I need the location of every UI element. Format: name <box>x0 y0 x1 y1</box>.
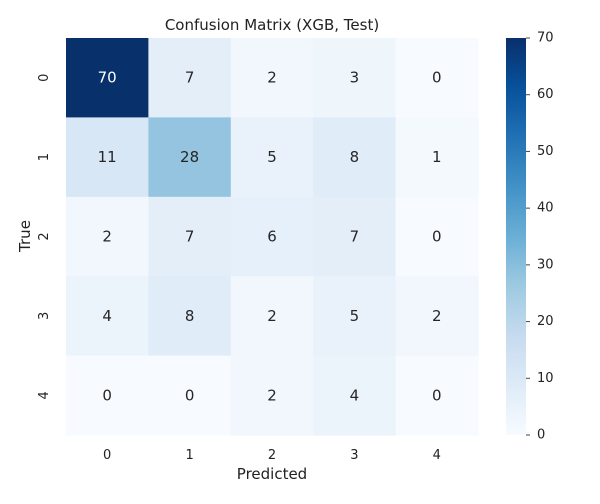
y-tick-label: 2 <box>37 232 52 240</box>
heatmap-cell <box>66 117 149 198</box>
heatmap-cell <box>148 117 232 198</box>
heatmap-cell <box>395 38 479 118</box>
heatmap-cell-label: 7 <box>185 69 195 87</box>
heatmap-cell <box>148 38 232 118</box>
heatmap-cell <box>313 38 397 118</box>
colorbar-tick-label: 0 <box>537 428 545 443</box>
heatmap-cell-label: 7 <box>350 228 360 246</box>
y-tick-label: 4 <box>37 391 52 399</box>
heatmap-cell-label: 2 <box>102 228 112 246</box>
heatmap-cell <box>66 38 149 118</box>
heatmap-cell <box>313 196 397 277</box>
heatmap-cell-label: 7 <box>185 228 195 246</box>
heatmap-cell-label: 0 <box>432 69 442 87</box>
colorbar-tick-label: 70 <box>537 31 554 46</box>
heatmap-cell <box>230 38 314 118</box>
heatmap-cell-label: 11 <box>98 148 117 166</box>
heatmap-cell <box>66 355 149 436</box>
heatmap-cell-label: 6 <box>267 228 277 246</box>
heatmap-cell <box>66 196 149 277</box>
heatmap-cell <box>66 276 149 357</box>
heatmap-cell-label: 2 <box>267 386 277 404</box>
heatmap-cell-label: 4 <box>102 307 112 325</box>
colorbar-tick-label: 30 <box>537 257 554 272</box>
colorbar-tick-label: 50 <box>537 144 554 159</box>
y-tick-label: 0 <box>37 74 52 82</box>
heatmap-cell-label: 1 <box>432 148 442 166</box>
heatmap-cell-label: 2 <box>432 307 442 325</box>
x-tick-label: 2 <box>268 448 276 463</box>
heatmap-cell <box>230 117 314 198</box>
x-tick-label: 4 <box>433 448 441 463</box>
heatmap-cell-label: 2 <box>267 307 277 325</box>
heatmap-cell-label: 4 <box>350 386 360 404</box>
heatmap-cell-label: 0 <box>432 386 442 404</box>
heatmap-cell <box>313 276 397 357</box>
heatmap-cell-label: 3 <box>350 69 360 87</box>
colorbar-tick-label: 20 <box>537 314 554 329</box>
heatmap-cell-label: 0 <box>185 386 195 404</box>
colorbar-tick-label: 40 <box>537 201 554 216</box>
heatmap-cell <box>395 276 479 357</box>
heatmap-cell <box>148 196 232 277</box>
colorbar-tick-label: 10 <box>537 371 554 386</box>
x-tick-label: 1 <box>185 448 193 463</box>
y-tick-label: 1 <box>37 153 52 161</box>
heatmap-cell <box>230 276 314 357</box>
colorbar-tick-label: 60 <box>537 87 554 102</box>
colorbar-ticks: 0 10 20 30 40 50 60 70 <box>526 31 554 443</box>
heatmap-cell-labels: 70 7 2 3 011 28 5 8 12 7 6 7 04 8 2 5 20 0 2 4 0 <box>98 69 442 405</box>
y-axis-ticks: 0 1 2 3 4 <box>37 74 52 400</box>
heatmap-cell-label: 5 <box>350 307 360 325</box>
heatmap-cell <box>313 355 397 436</box>
heatmap-cell-label: 8 <box>185 307 195 325</box>
heatmap-cell <box>395 196 479 277</box>
heatmap-cell-label: 0 <box>432 228 442 246</box>
heatmap-cell-label: 2 <box>267 69 277 87</box>
heatmap-cell-label: 5 <box>267 148 277 166</box>
heatmap-cell <box>230 196 314 277</box>
heatmap-cell-label: 0 <box>102 386 112 404</box>
heatmap-cell <box>148 355 232 436</box>
x-tick-label: 3 <box>350 448 358 463</box>
heatmap-cell <box>148 276 232 357</box>
x-axis-ticks: 0 1 2 3 4 <box>103 448 441 463</box>
heatmap-cell <box>230 355 314 436</box>
y-tick-label: 3 <box>37 312 52 320</box>
heatmap-cell <box>395 117 479 198</box>
heatmap-cell-label: 70 <box>98 69 117 87</box>
heatmap-cell <box>313 117 397 198</box>
x-axis-label: Predicted <box>237 465 307 483</box>
chart-title: Confusion Matrix (XGB, Test) <box>165 16 379 34</box>
heatmap-cell-label: 8 <box>350 148 360 166</box>
y-axis-label: True <box>16 220 34 253</box>
heatmap-cell-label: 28 <box>180 148 199 166</box>
heatmap-cell <box>395 355 479 436</box>
heatmap-cells <box>66 38 479 436</box>
colorbar <box>506 38 526 435</box>
x-tick-label: 0 <box>103 448 111 463</box>
